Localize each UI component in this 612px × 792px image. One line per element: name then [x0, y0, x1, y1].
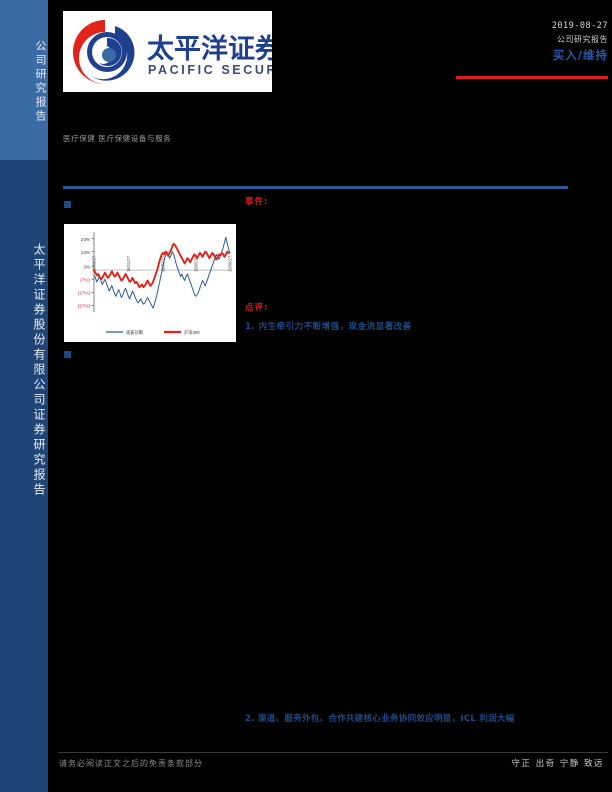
company-logo: 太平洋证券 PACIFIC SECURITIES: [63, 11, 272, 92]
report-date: 2019-08-27: [551, 21, 608, 31]
svg-text:14%: 14%: [81, 250, 90, 255]
report-page: 太平洋证券 PACIFIC SECURITIES 2019-08-27 公司研究…: [48, 0, 612, 792]
sector-breadcrumb: 医疗保健 医疗保健设备与服务: [63, 134, 172, 143]
svg-text:(17%): (17%): [78, 291, 91, 296]
report-type: 公司研究报告: [557, 35, 608, 44]
svg-text:19/08/27: 19/08/27: [228, 255, 233, 272]
svg-text:(7%): (7%): [80, 278, 90, 283]
svg-text:18/11/27: 18/11/27: [126, 255, 131, 272]
pacific-securities-mark: [73, 20, 135, 84]
logo-english-name: PACIFIC SECURITIES: [148, 63, 272, 77]
svg-text:19/05/27: 19/05/27: [193, 255, 198, 272]
comment-point-2: 2. 渠道、服务外包、合作共建核心业务协同效应明显，ICL 利润大幅: [245, 714, 515, 724]
chart-canvas: 24% 14% 3% (7%) (17%) (27%) 18/08/27 18/11/27 19…: [78, 232, 233, 336]
bullet-marker-1: [64, 201, 71, 208]
sidebar-bottom-band: [0, 160, 48, 792]
rating-badge: 买入/维持: [552, 48, 608, 62]
performance-chart: 24% 14% 3% (7%) (17%) (27%) 18/08/27 18/11/27 19…: [64, 224, 236, 342]
svg-text:18/08/27: 18/08/27: [92, 255, 97, 272]
svg-text:沪深300: 沪深300: [184, 329, 200, 336]
svg-text:3%: 3%: [83, 264, 90, 269]
footer-divider: [58, 752, 608, 753]
header-meta: 2019-08-27 公司研究报告 买入/维持: [398, 20, 608, 63]
footer-disclaimer: 请务必阅读正文之后的免责条款部分: [59, 759, 203, 768]
svg-text:(27%): (27%): [78, 304, 91, 309]
comment-point-1: 1. 内生牵引力不断增强，现金流显著改善: [245, 322, 412, 332]
sidebar-top-label: 公司研究报告: [34, 40, 47, 124]
event-heading: 事件:: [245, 197, 269, 207]
sidebar-bottom-label: 太平洋证券股份有限公司证券研究报告: [32, 242, 46, 498]
svg-text:迪安诊断: 迪安诊断: [126, 329, 144, 336]
bullet-marker-2: [64, 351, 71, 358]
footer-slogan: 守正 出奇 宁静 致远: [511, 759, 604, 769]
left-sidebar: 公司研究报告 太平洋证券股份有限公司证券研究报告: [0, 0, 48, 792]
comment-heading: 点评:: [245, 303, 269, 313]
sidebar-top-band: [0, 0, 48, 160]
svg-text:19/02/27: 19/02/27: [160, 255, 165, 272]
svg-text:24%: 24%: [81, 237, 90, 242]
section-divider: [63, 186, 568, 189]
header-red-rule: [456, 76, 608, 79]
logo-chinese-name: 太平洋证券: [147, 34, 272, 65]
